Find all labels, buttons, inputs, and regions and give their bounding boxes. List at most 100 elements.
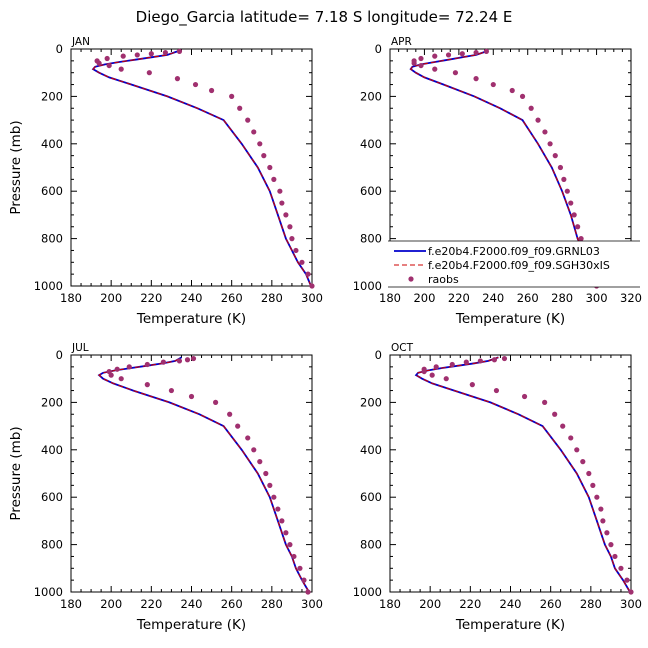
raobs-point bbox=[561, 176, 567, 182]
raobs-point bbox=[106, 62, 112, 69]
raobs-point bbox=[418, 62, 424, 69]
raobs-point bbox=[568, 435, 574, 441]
y-tick-label: 400 bbox=[41, 137, 63, 151]
raobs-point bbox=[293, 247, 299, 254]
series-line-grnl03 bbox=[414, 356, 631, 593]
panel-jan: 180 200 220 240 260 280 300 0 200 400 600 800 1000 Te… bbox=[8, 36, 323, 327]
y-tick-label: 200 bbox=[360, 395, 382, 409]
raobs-point bbox=[279, 518, 285, 524]
raobs-point bbox=[491, 357, 498, 363]
legend: f.e20b4.F2000.f09_f09.GRNL03f.e20b4.F200… bbox=[388, 240, 640, 288]
raobs-point bbox=[547, 141, 553, 147]
raobs-point bbox=[277, 188, 283, 194]
y-tick-label: 1000 bbox=[353, 585, 382, 599]
raobs-point bbox=[443, 376, 449, 382]
x-tick-label: 180 bbox=[379, 291, 401, 305]
y-tick-label: 600 bbox=[41, 184, 63, 198]
y-tick-label: 400 bbox=[360, 137, 382, 151]
raobs-point bbox=[305, 589, 311, 595]
x-tick-label: 200 bbox=[100, 597, 122, 611]
raobs-point bbox=[261, 153, 267, 159]
raobs-point bbox=[283, 212, 289, 218]
raobs-point bbox=[114, 366, 120, 372]
raobs-point bbox=[190, 355, 197, 362]
raobs-point bbox=[309, 283, 315, 289]
raobs-point bbox=[421, 366, 427, 372]
raobs-point bbox=[162, 49, 168, 56]
x-tick-label: 300 bbox=[620, 597, 642, 611]
raobs-point bbox=[188, 393, 195, 400]
raobs-point bbox=[251, 129, 257, 135]
y-tick-label: 0 bbox=[375, 42, 382, 56]
raobs-point bbox=[612, 553, 618, 560]
raobs-point bbox=[257, 459, 263, 465]
raobs-point bbox=[287, 224, 293, 230]
x-tick-label: 240 bbox=[181, 597, 203, 611]
raobs-point bbox=[590, 482, 596, 488]
x-tick-label: 260 bbox=[517, 291, 539, 305]
x-axis-label: Temperature (K) bbox=[455, 311, 565, 327]
raobs-point bbox=[574, 447, 580, 453]
raobs-point bbox=[501, 355, 508, 362]
x-tick-label: 280 bbox=[580, 597, 602, 611]
x-tick-label: 180 bbox=[60, 291, 82, 305]
plot-frame bbox=[389, 354, 632, 593]
x-tick-label: 300 bbox=[301, 291, 323, 305]
raobs-point bbox=[528, 105, 534, 111]
raobs-point bbox=[208, 87, 215, 94]
raobs-point bbox=[580, 459, 586, 465]
raobs-point bbox=[473, 49, 479, 56]
x-tick-label: 200 bbox=[100, 291, 122, 305]
raobs-point bbox=[473, 76, 479, 82]
raobs-point bbox=[483, 48, 489, 54]
y-tick-label: 600 bbox=[41, 490, 63, 504]
raobs-point bbox=[552, 153, 558, 159]
raobs-point bbox=[118, 376, 124, 382]
raobs-point bbox=[245, 117, 251, 123]
raobs-point bbox=[168, 387, 175, 394]
raobs-point bbox=[291, 553, 297, 560]
series-line-sgh30xis bbox=[92, 50, 312, 287]
series-line-grnl03 bbox=[91, 50, 312, 287]
raobs-point bbox=[176, 358, 183, 364]
raobs-point bbox=[301, 577, 307, 583]
raobs-point bbox=[552, 411, 558, 417]
y-tick-label: 200 bbox=[41, 89, 63, 103]
raobs-point bbox=[160, 359, 166, 365]
raobs-point bbox=[411, 58, 417, 64]
panel-label: OCT bbox=[391, 342, 414, 354]
x-tick-label: 280 bbox=[551, 291, 573, 305]
raobs-point bbox=[600, 518, 606, 524]
raobs-point bbox=[144, 361, 150, 368]
panel-oct: 180 200 220 240 260 280 300 0 200 400 600 800 1000 Te… bbox=[353, 342, 642, 633]
panel-jul: 180 200 220 240 260 280 300 0 200 400 600 800 1000 Te… bbox=[8, 342, 323, 633]
x-tick-label: 260 bbox=[221, 597, 243, 611]
raobs-point bbox=[535, 117, 541, 123]
raobs-point bbox=[449, 361, 455, 368]
raobs-point bbox=[146, 70, 152, 76]
raobs-point bbox=[144, 382, 150, 388]
legend-label: raobs bbox=[428, 273, 459, 286]
raobs-point bbox=[628, 589, 634, 595]
raobs-point bbox=[624, 577, 630, 583]
x-tick-label: 260 bbox=[221, 291, 243, 305]
raobs-point bbox=[418, 55, 424, 62]
series-line-sgh30xis bbox=[409, 50, 598, 287]
raobs-point bbox=[126, 364, 132, 370]
y-tick-label: 600 bbox=[360, 490, 382, 504]
y-tick-label: 0 bbox=[56, 42, 63, 56]
x-tick-label: 280 bbox=[261, 291, 283, 305]
x-tick-label: 300 bbox=[301, 597, 323, 611]
y-tick-label: 400 bbox=[41, 443, 63, 457]
raobs-point bbox=[608, 542, 614, 548]
x-tick-label: 220 bbox=[448, 291, 470, 305]
raobs-point bbox=[257, 141, 263, 147]
y-tick-label: 0 bbox=[56, 348, 63, 362]
panels-container: 180 200 220 240 260 280 300 0 200 400 600 800 1000 Te… bbox=[8, 36, 642, 633]
x-axis-label: Temperature (K) bbox=[136, 311, 246, 327]
panel-label: APR bbox=[391, 36, 412, 48]
raobs-point bbox=[564, 188, 570, 194]
legend-label: f.e20b4.F2000.f09_f09.GRNL03 bbox=[428, 245, 600, 258]
x-tick-label: 240 bbox=[500, 597, 522, 611]
